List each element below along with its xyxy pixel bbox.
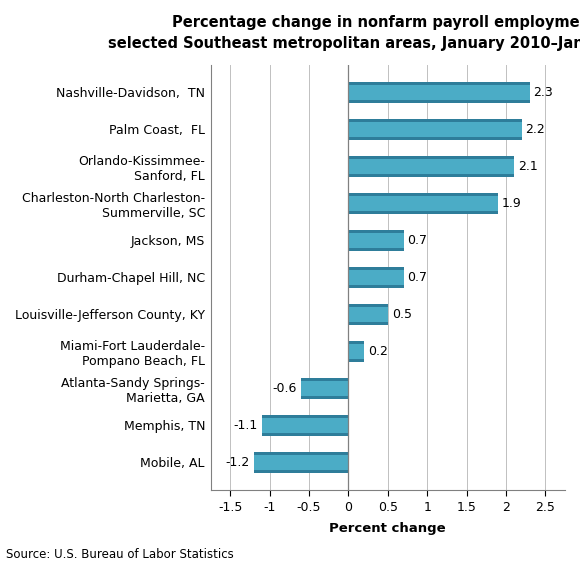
- Bar: [262, 433, 349, 435]
- Bar: [349, 267, 404, 287]
- Bar: [301, 378, 349, 399]
- Text: 0.5: 0.5: [392, 308, 412, 321]
- Bar: [349, 137, 521, 139]
- Text: 2.1: 2.1: [518, 160, 538, 173]
- Bar: [349, 321, 388, 325]
- Text: -0.6: -0.6: [273, 382, 297, 395]
- Bar: [349, 156, 514, 176]
- Bar: [349, 341, 364, 344]
- Bar: [349, 193, 498, 214]
- Text: 2.3: 2.3: [534, 86, 553, 99]
- Bar: [349, 358, 364, 362]
- Text: -1.1: -1.1: [234, 419, 258, 432]
- Bar: [349, 267, 404, 270]
- Bar: [349, 248, 404, 251]
- Text: 1.9: 1.9: [502, 197, 522, 210]
- Title: Percentage change in nonfarm payroll employment,
selected Southeast metropolitan: Percentage change in nonfarm payroll emp…: [108, 15, 580, 51]
- Bar: [349, 210, 498, 214]
- Bar: [254, 452, 349, 455]
- Text: 0.2: 0.2: [368, 345, 388, 358]
- Bar: [349, 119, 521, 122]
- Bar: [349, 230, 404, 251]
- Bar: [349, 304, 388, 307]
- Bar: [349, 82, 530, 103]
- Bar: [254, 469, 349, 473]
- X-axis label: Percent change: Percent change: [329, 522, 446, 535]
- Bar: [349, 341, 364, 362]
- Bar: [254, 452, 349, 473]
- Bar: [349, 304, 388, 325]
- Text: 2.2: 2.2: [525, 123, 545, 136]
- Bar: [301, 396, 349, 399]
- Bar: [262, 415, 349, 418]
- Bar: [301, 378, 349, 382]
- Text: Source: U.S. Bureau of Labor Statistics: Source: U.S. Bureau of Labor Statistics: [6, 548, 234, 561]
- Bar: [262, 415, 349, 435]
- Bar: [349, 156, 514, 159]
- Bar: [349, 100, 530, 103]
- Bar: [349, 119, 521, 139]
- Bar: [349, 230, 404, 234]
- Bar: [349, 174, 514, 176]
- Text: 0.7: 0.7: [408, 271, 427, 284]
- Bar: [349, 285, 404, 287]
- Text: 0.7: 0.7: [408, 234, 427, 247]
- Bar: [349, 193, 498, 196]
- Bar: [349, 82, 530, 85]
- Text: -1.2: -1.2: [226, 456, 250, 469]
